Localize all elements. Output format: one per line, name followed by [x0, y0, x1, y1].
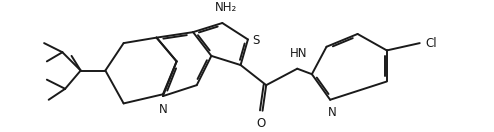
Text: HN: HN: [290, 48, 308, 60]
Text: N: N: [159, 103, 167, 116]
Text: N: N: [328, 106, 336, 119]
Text: O: O: [256, 117, 265, 130]
Text: S: S: [252, 34, 260, 47]
Text: Cl: Cl: [425, 37, 437, 50]
Text: NH₂: NH₂: [215, 1, 237, 14]
